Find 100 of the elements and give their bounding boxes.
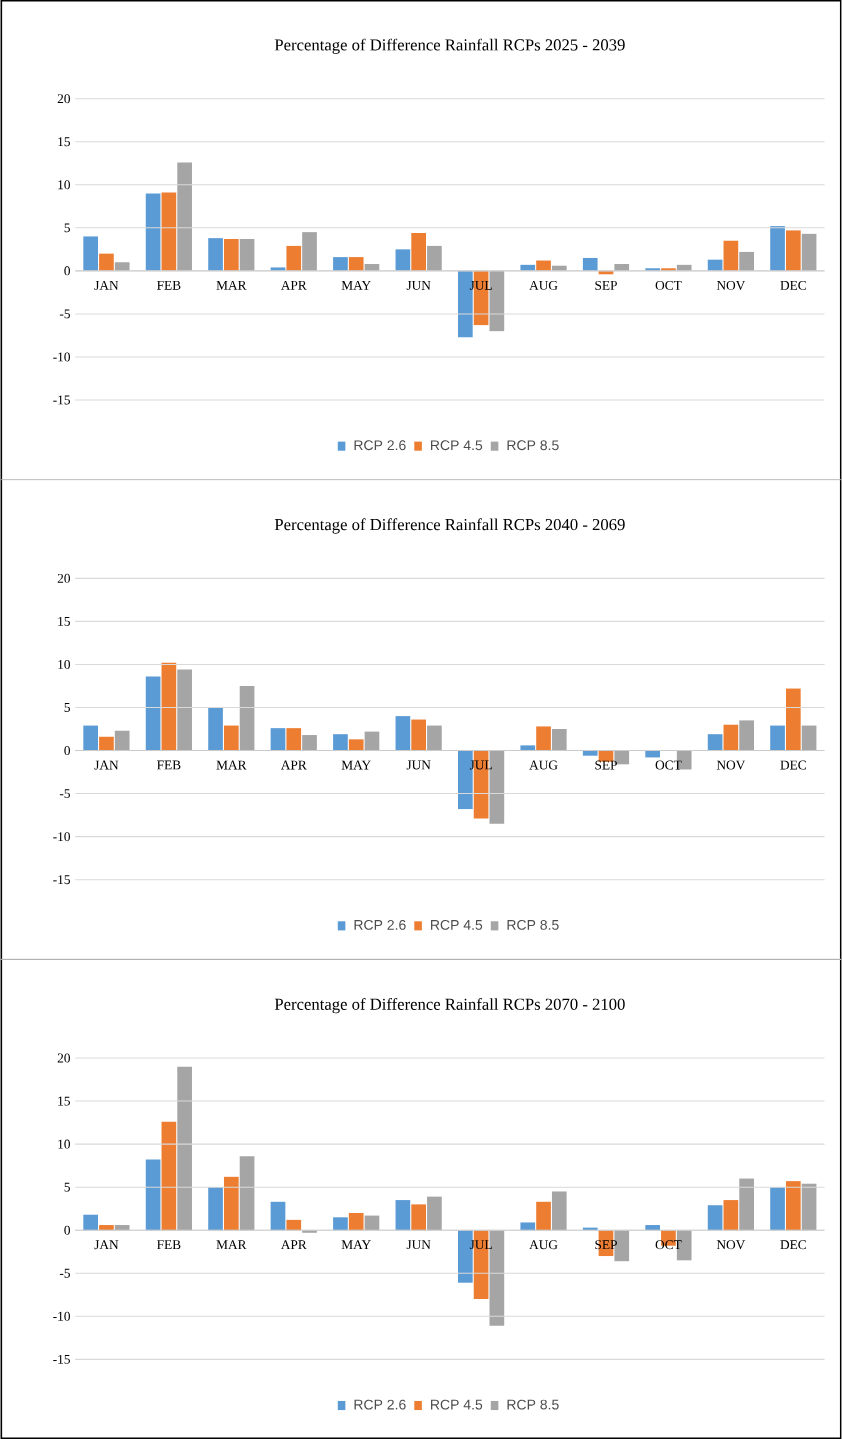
bar xyxy=(427,1196,442,1231)
x-tick-label: DEC xyxy=(780,760,806,770)
bar xyxy=(145,676,161,751)
x-tick-label: OCT xyxy=(655,280,682,290)
bar xyxy=(333,1217,348,1231)
bar xyxy=(223,725,239,751)
bar xyxy=(739,1178,754,1231)
bar xyxy=(551,729,567,751)
x-tick-label: JUN xyxy=(406,280,431,290)
legend-label: RCP 2.6 xyxy=(354,440,406,451)
x-tick-label: NOV xyxy=(716,280,746,290)
y-tick-label: -15 xyxy=(53,1354,70,1364)
chart-title: Percentage of Difference Rainfall RCPs 2040 - 2069 xyxy=(274,518,625,534)
bar xyxy=(739,251,754,271)
bar xyxy=(99,736,114,751)
bar xyxy=(286,1219,302,1231)
x-tick-label: AUG xyxy=(529,1240,558,1250)
y-tick-label: 20 xyxy=(57,1053,70,1063)
x-tick-label: APR xyxy=(280,760,307,770)
bar xyxy=(427,245,442,271)
legend-label: RCP 2.6 xyxy=(354,1399,406,1410)
bar xyxy=(302,232,317,271)
y-tick-label: 10 xyxy=(58,659,70,669)
bar xyxy=(302,735,317,751)
bar xyxy=(801,233,817,271)
bar xyxy=(770,226,785,271)
bar xyxy=(99,253,114,271)
bar xyxy=(723,724,739,751)
bar xyxy=(161,662,177,751)
x-tick-label: SEP xyxy=(595,280,617,290)
chart-title: Percentage of Difference Rainfall RCPs 2025 - 2039 xyxy=(274,38,625,54)
bar xyxy=(83,1214,98,1231)
bar xyxy=(536,1201,551,1231)
x-tick-label: JAN xyxy=(94,280,119,290)
y-tick-label: -10 xyxy=(53,832,70,842)
bar xyxy=(333,257,348,271)
bar xyxy=(536,726,551,751)
legend-label: RCP 4.5 xyxy=(430,919,483,930)
bar xyxy=(286,245,302,271)
bar xyxy=(348,739,364,751)
bar xyxy=(223,239,239,271)
bar xyxy=(270,728,286,751)
x-tick-label: JAN xyxy=(94,1240,119,1250)
bar xyxy=(411,232,426,271)
bar xyxy=(411,1204,426,1231)
y-tick-label: -10 xyxy=(53,1311,70,1321)
legend-label: RCP 8.5 xyxy=(507,1399,559,1410)
bar xyxy=(270,1201,286,1231)
bar xyxy=(582,750,598,756)
bar xyxy=(707,1205,723,1231)
x-tick-label: NOV xyxy=(716,1240,746,1250)
bar xyxy=(208,707,223,751)
y-tick-label: -15 xyxy=(53,395,70,405)
y-tick-label: 20 xyxy=(57,94,70,104)
bar xyxy=(785,230,801,271)
bar xyxy=(145,1159,161,1231)
legend-label: RCP 8.5 xyxy=(507,440,559,451)
bar xyxy=(239,1156,255,1231)
bar xyxy=(785,1181,801,1231)
bar xyxy=(364,731,380,751)
bar xyxy=(114,262,130,271)
y-tick-label: 15 xyxy=(58,137,70,147)
bar xyxy=(223,1176,239,1231)
y-tick-label: 5 xyxy=(64,1182,70,1192)
x-tick-label: JAN xyxy=(94,760,119,770)
y-tick-label: 5 xyxy=(64,223,70,233)
bar xyxy=(208,238,223,271)
bar xyxy=(333,734,348,751)
bar xyxy=(83,725,98,751)
bar xyxy=(348,257,364,271)
x-tick-label: MAY xyxy=(341,760,371,770)
bar xyxy=(723,240,739,271)
y-tick-label: 0 xyxy=(64,1225,70,1235)
bar xyxy=(239,685,255,751)
bar xyxy=(520,1222,536,1231)
bar xyxy=(177,1066,192,1231)
bar xyxy=(770,725,785,751)
y-tick-label: -5 xyxy=(59,309,70,319)
legend-label: RCP 2.6 xyxy=(354,919,406,930)
y-tick-label: 0 xyxy=(64,266,70,276)
bar xyxy=(161,192,177,271)
bar xyxy=(395,1200,411,1231)
bar xyxy=(582,257,598,271)
y-tick-label: 10 xyxy=(58,1139,70,1149)
bar xyxy=(723,1200,739,1231)
bar xyxy=(286,728,302,751)
bar xyxy=(395,249,411,271)
x-tick-label: OCT xyxy=(655,1240,682,1250)
bar xyxy=(208,1187,223,1231)
x-tick-label: MAR xyxy=(216,1240,247,1250)
bar xyxy=(161,1121,177,1231)
bar xyxy=(177,162,192,271)
bar xyxy=(145,193,161,271)
x-tick-label: FEB xyxy=(156,760,181,770)
x-tick-label: MAY xyxy=(341,280,371,290)
bar xyxy=(114,1225,130,1231)
y-tick-label: 15 xyxy=(58,616,70,626)
y-tick-label: -5 xyxy=(59,789,70,799)
x-tick-label: DEC xyxy=(780,1240,806,1250)
x-tick-label: MAR xyxy=(216,760,247,770)
